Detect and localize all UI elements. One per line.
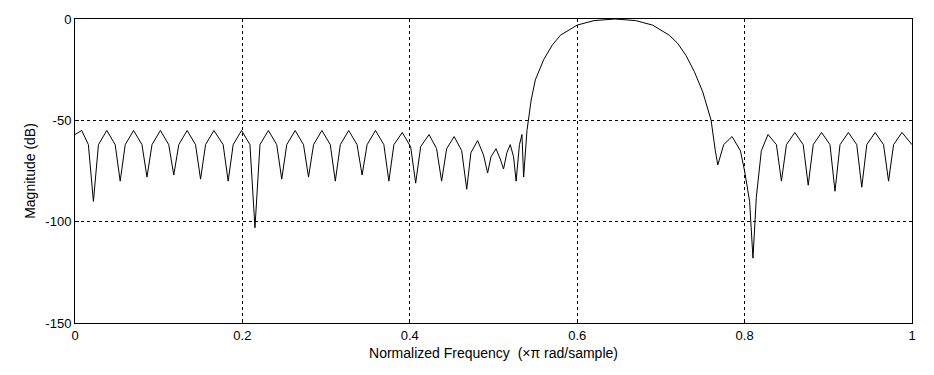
svg-text:Normalized Frequency (×π rad/: Normalized Frequency (×π rad/sample) bbox=[369, 345, 618, 361]
svg-text:-100: -100 bbox=[45, 214, 71, 229]
svg-text:-50: -50 bbox=[53, 113, 72, 128]
svg-text:0: 0 bbox=[71, 328, 78, 343]
svg-text:0.4: 0.4 bbox=[401, 328, 419, 343]
svg-text:0.2: 0.2 bbox=[233, 328, 251, 343]
svg-text:1: 1 bbox=[908, 328, 915, 343]
svg-text:-150: -150 bbox=[45, 316, 71, 331]
svg-text:Magnitude (dB): Magnitude (dB) bbox=[22, 123, 38, 219]
svg-text:0.6: 0.6 bbox=[568, 328, 586, 343]
svg-text:0: 0 bbox=[64, 12, 71, 27]
svg-text:0.8: 0.8 bbox=[736, 328, 754, 343]
